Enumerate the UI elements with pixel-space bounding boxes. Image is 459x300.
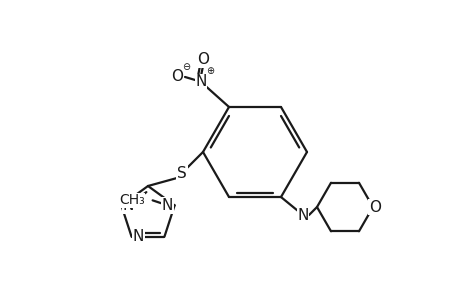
Text: ⊕: ⊕ [206, 66, 213, 76]
Text: O: O [171, 70, 183, 85]
Text: N: N [133, 229, 144, 244]
Text: O: O [368, 200, 380, 214]
Text: N: N [195, 74, 206, 89]
Text: O: O [196, 52, 208, 68]
Text: ⊖: ⊖ [182, 62, 190, 72]
Text: S: S [177, 166, 186, 181]
Text: CH₃: CH₃ [118, 193, 144, 207]
Text: N: N [162, 198, 173, 213]
Text: N: N [297, 208, 308, 223]
Text: N: N [123, 198, 134, 213]
